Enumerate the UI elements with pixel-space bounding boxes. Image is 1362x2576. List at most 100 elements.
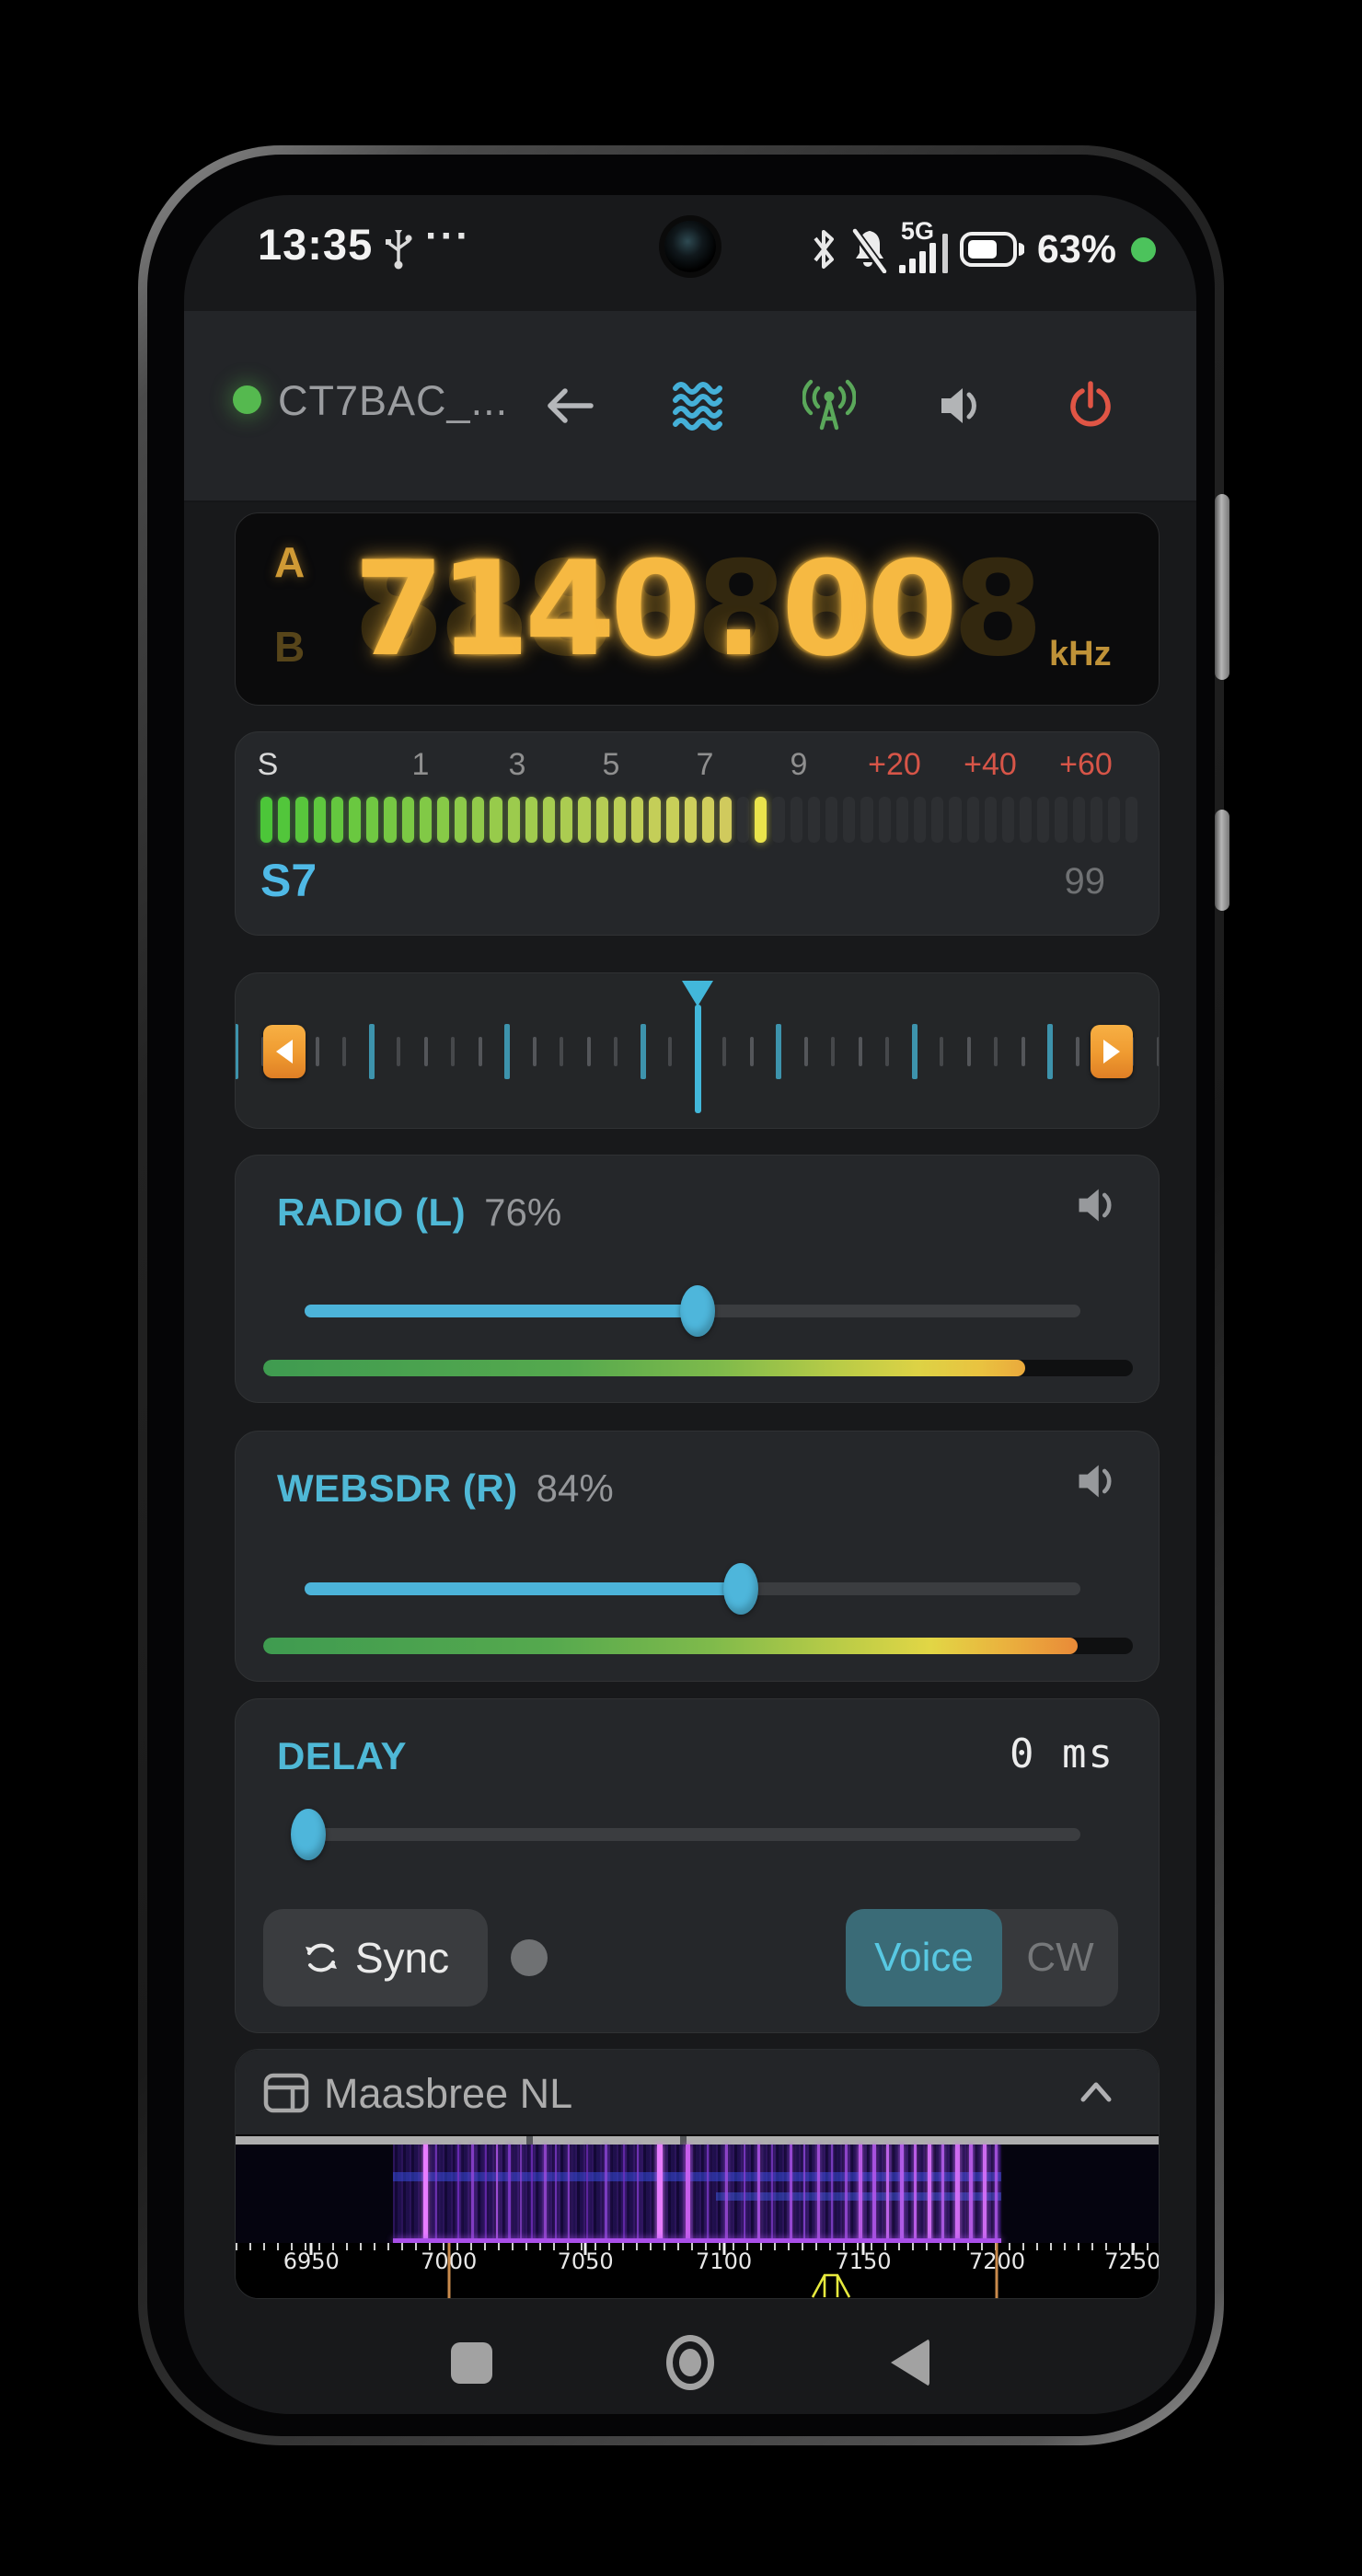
signal-line bbox=[770, 2145, 773, 2243]
back-button[interactable] bbox=[542, 311, 597, 500]
phone-bezel: 13:35 ··· 5G bbox=[147, 155, 1215, 2436]
back-arrow-icon bbox=[548, 388, 594, 423]
ruler-major-tick bbox=[504, 1024, 510, 1079]
meter-segment bbox=[790, 797, 802, 843]
recents-square-icon[interactable] bbox=[451, 2342, 492, 2384]
tuning-ruler[interactable] bbox=[236, 1024, 1159, 1079]
signal-line bbox=[724, 2145, 728, 2243]
battery-icon bbox=[959, 231, 1024, 268]
ruler-minor-tick bbox=[1157, 1037, 1159, 1066]
signal-line bbox=[605, 2145, 608, 2243]
station-title[interactable]: CT7BAC_... bbox=[278, 377, 509, 424]
scale-label: 7050 bbox=[557, 2248, 614, 2274]
ruler-minor-tick bbox=[586, 1037, 591, 1066]
mode-cw-button[interactable]: CW bbox=[1026, 1935, 1094, 1980]
tune-up-button[interactable] bbox=[1091, 1025, 1133, 1078]
signal-line bbox=[519, 2145, 522, 2243]
signal-line bbox=[830, 2145, 833, 2243]
delay-slider-thumb[interactable] bbox=[291, 1809, 327, 1860]
websdr-slider-thumb[interactable] bbox=[722, 1563, 758, 1615]
home-inner-dot bbox=[679, 2349, 701, 2376]
ruler-major-tick bbox=[640, 1024, 646, 1079]
radio-volume-slider[interactable] bbox=[305, 1285, 1080, 1337]
band-edge-marker bbox=[447, 2243, 451, 2298]
ruler-minor-tick bbox=[994, 1037, 998, 1066]
ruler-minor-tick bbox=[451, 1037, 455, 1066]
antenna-button[interactable] bbox=[802, 311, 857, 500]
delay-card: DELAY 0 ms Sync Voice CW bbox=[235, 1698, 1160, 2033]
meter-segment bbox=[649, 797, 662, 843]
station-window-icon bbox=[263, 2072, 309, 2114]
ruler-minor-tick bbox=[260, 1037, 265, 1066]
s-meter-scale-label: +40 bbox=[964, 747, 1017, 782]
vfo-b-label[interactable]: B bbox=[274, 623, 306, 671]
waterfall-toggle-button[interactable] bbox=[670, 311, 725, 500]
digit-lit bbox=[952, 521, 1038, 699]
frequency-digit-cell[interactable]: 8 bbox=[952, 521, 1044, 699]
back-triangle-icon[interactable] bbox=[891, 2339, 929, 2386]
s-meter-bars bbox=[260, 797, 1138, 843]
digit-lit: 0 bbox=[610, 534, 701, 685]
phone-frame: 13:35 ··· 5G bbox=[138, 145, 1229, 2445]
signal-line bbox=[507, 2145, 511, 2243]
mode-voice-button[interactable]: Voice bbox=[846, 1909, 1002, 2007]
battery-percent: 63% bbox=[1036, 226, 1116, 271]
home-circle-icon[interactable] bbox=[666, 2335, 714, 2390]
meter-segment bbox=[1125, 797, 1138, 843]
meter-segment bbox=[560, 797, 573, 843]
audio-button[interactable] bbox=[932, 311, 987, 500]
tuning-ruler-card[interactable] bbox=[235, 972, 1160, 1129]
connection-dot bbox=[233, 385, 261, 414]
sync-button[interactable]: Sync bbox=[263, 1909, 488, 2007]
waterfall-scrollbar[interactable] bbox=[236, 2136, 1159, 2145]
s-meter-scale: S 1 3 5 7 9 +20 +40 +60 bbox=[236, 747, 1159, 784]
radio-speaker-icon[interactable] bbox=[1074, 1183, 1118, 1227]
vfo-a-label[interactable]: A bbox=[274, 538, 306, 586]
digit-lit: 0 bbox=[867, 534, 958, 685]
marker-band bbox=[236, 2271, 1159, 2298]
signal-line bbox=[886, 2145, 890, 2243]
websdr-speaker-icon[interactable] bbox=[1074, 1459, 1118, 1503]
signal-line bbox=[623, 2145, 626, 2243]
tuning-needle[interactable] bbox=[695, 1005, 701, 1113]
signal-line bbox=[470, 2145, 474, 2243]
digit-ghost: 8 bbox=[525, 534, 616, 685]
ruler-minor-tick bbox=[668, 1037, 672, 1066]
tune-down-button[interactable] bbox=[263, 1025, 306, 1078]
volume-rocker[interactable] bbox=[1215, 494, 1229, 680]
chevron-up-icon[interactable] bbox=[1076, 2076, 1116, 2107]
station-header[interactable]: Maasbree NL bbox=[236, 2050, 1159, 2134]
meter-segment bbox=[401, 797, 414, 843]
waterfall-card: Maasbree NL 6950700070507100715072007250 bbox=[235, 2049, 1160, 2299]
delay-slider[interactable] bbox=[291, 1809, 1080, 1860]
scale-label: 7250 bbox=[1104, 2248, 1160, 2274]
delay-label: DELAY bbox=[277, 1734, 407, 1777]
meter-segment bbox=[666, 797, 679, 843]
meter-segment bbox=[313, 797, 326, 843]
meter-segment bbox=[525, 797, 537, 843]
websdr-volume-slider[interactable] bbox=[305, 1563, 1080, 1615]
digit-ghost: 8 bbox=[867, 534, 958, 685]
meter-segment bbox=[1020, 797, 1033, 843]
meter-segment bbox=[1072, 797, 1085, 843]
clock: 13:35 bbox=[258, 220, 374, 269]
power-side-button[interactable] bbox=[1215, 810, 1229, 911]
waterfall-spectrogram[interactable] bbox=[236, 2145, 1159, 2243]
radio-slider-thumb[interactable] bbox=[679, 1285, 715, 1337]
ruler-major-tick bbox=[1047, 1024, 1053, 1079]
frequency-digit-cell[interactable]: 8. bbox=[696, 521, 787, 699]
ruler-minor-tick bbox=[532, 1037, 537, 1066]
power-button[interactable] bbox=[1063, 311, 1118, 500]
ruler-major-tick bbox=[236, 1024, 238, 1079]
meter-segment bbox=[1108, 797, 1121, 843]
meter-segment bbox=[913, 797, 927, 843]
signal-line bbox=[914, 2145, 918, 2243]
